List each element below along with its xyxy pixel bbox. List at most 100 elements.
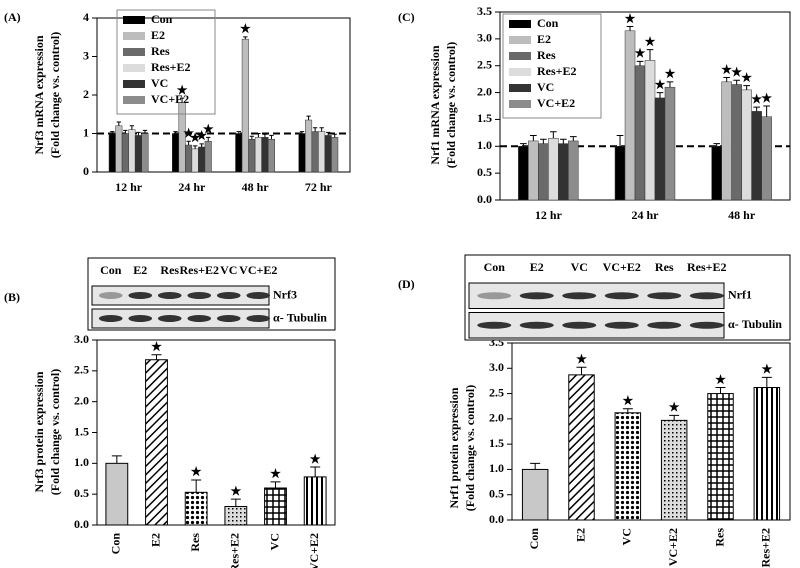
plot-frame bbox=[511, 342, 791, 521]
y-tick-label: 1 bbox=[83, 125, 89, 139]
significance-label: ★ bbox=[761, 91, 772, 105]
legend-swatch bbox=[123, 48, 145, 56]
error-bar bbox=[299, 131, 305, 134]
legend-swatch bbox=[123, 32, 145, 40]
error-bar bbox=[520, 143, 527, 147]
significance-label: ★ bbox=[715, 372, 726, 386]
lane-label: Res+E2 bbox=[687, 260, 727, 274]
significance-label: ★ bbox=[576, 352, 587, 366]
lane-label: Res bbox=[655, 260, 674, 274]
plot-frame bbox=[96, 339, 336, 526]
error-bar bbox=[319, 127, 324, 132]
legend-label: VC+E2 bbox=[537, 96, 575, 110]
error-bar bbox=[123, 129, 128, 134]
error-bar bbox=[236, 131, 241, 134]
x-tick-label: 12 hr bbox=[115, 180, 143, 194]
error-bar bbox=[646, 49, 654, 61]
bar bbox=[558, 143, 569, 201]
error-bar bbox=[743, 85, 750, 90]
error-bar bbox=[733, 79, 741, 85]
significance-label: ★ bbox=[191, 465, 202, 479]
error-bar bbox=[713, 143, 721, 147]
error-bar bbox=[616, 135, 624, 147]
error-bar bbox=[669, 414, 680, 421]
legend-swatch bbox=[123, 96, 145, 104]
error-bar bbox=[243, 36, 248, 40]
blot-band bbox=[647, 292, 682, 300]
error-bar bbox=[111, 455, 122, 464]
panel-label: (A) bbox=[4, 10, 21, 24]
y-tick-label: 2.0 bbox=[477, 84, 492, 98]
y-axis-label: (Fold change vs. control) bbox=[48, 369, 62, 495]
band-label: α- Tubulin bbox=[273, 310, 327, 324]
blot-band bbox=[246, 315, 271, 322]
error-bar bbox=[173, 131, 178, 134]
bar bbox=[707, 393, 734, 521]
bar bbox=[660, 419, 688, 521]
y-tick-label: 0.5 bbox=[74, 486, 89, 500]
bar bbox=[145, 359, 168, 526]
x-tick-label: Con bbox=[109, 533, 123, 555]
bar bbox=[568, 374, 595, 521]
blot-band bbox=[128, 292, 153, 299]
legend-swatch bbox=[509, 52, 531, 60]
bar bbox=[318, 131, 326, 173]
legend-swatch bbox=[509, 100, 531, 108]
y-tick-label: 2.0 bbox=[74, 393, 89, 407]
blot-band bbox=[157, 292, 182, 299]
bar bbox=[105, 462, 129, 526]
significance-label: ★ bbox=[741, 70, 752, 84]
error-bar bbox=[540, 138, 547, 144]
error-bar bbox=[312, 127, 318, 132]
blot-band bbox=[128, 315, 153, 322]
error-bar bbox=[129, 125, 135, 130]
error-bar bbox=[142, 129, 148, 134]
bar bbox=[128, 129, 136, 173]
significance-label: ★ bbox=[751, 92, 762, 106]
error-bar bbox=[192, 145, 198, 149]
legend-swatch bbox=[509, 68, 531, 76]
legend-label: E2 bbox=[537, 32, 551, 46]
bar bbox=[198, 146, 206, 173]
bar bbox=[538, 143, 549, 201]
lane-label: E2 bbox=[133, 263, 147, 277]
significance-label: ★ bbox=[183, 126, 194, 140]
y-tick-label: 0.0 bbox=[74, 517, 89, 531]
lane-label: VC+E2 bbox=[603, 260, 641, 274]
bar bbox=[664, 86, 676, 201]
bar bbox=[303, 476, 327, 526]
error-bar bbox=[199, 143, 204, 147]
bar bbox=[264, 487, 287, 526]
significance-label: ★ bbox=[230, 484, 241, 498]
panel-label: (D) bbox=[398, 277, 415, 291]
error-bar bbox=[191, 479, 202, 493]
lane-label: VC bbox=[220, 263, 237, 277]
bar bbox=[324, 135, 332, 173]
error-bar bbox=[753, 106, 760, 112]
x-tick-label: VC+E2 bbox=[666, 528, 680, 566]
bar bbox=[311, 131, 319, 173]
error-bar bbox=[332, 133, 337, 138]
x-tick-label: VC+E2 bbox=[307, 533, 321, 568]
significance-label: ★ bbox=[669, 400, 680, 414]
error-bar bbox=[310, 466, 321, 477]
y-tick-label: 1.0 bbox=[489, 461, 504, 475]
y-tick-label: 0.5 bbox=[489, 486, 504, 500]
lane-label: VC+E2 bbox=[239, 263, 277, 277]
error-bar bbox=[116, 121, 121, 126]
bar bbox=[115, 125, 123, 173]
error-bar bbox=[656, 92, 664, 98]
error-bar bbox=[206, 136, 211, 142]
bar bbox=[521, 468, 549, 521]
y-axis-label: Nrf3 protein expression bbox=[32, 371, 46, 492]
legend-swatch bbox=[509, 20, 531, 28]
y-tick-label: 1.5 bbox=[477, 111, 492, 125]
bar bbox=[108, 133, 116, 173]
lane-label: Res+E2 bbox=[179, 263, 219, 277]
error-bar bbox=[715, 387, 726, 394]
blot-band bbox=[216, 315, 241, 322]
error-bar bbox=[249, 135, 255, 140]
legend-label: Con bbox=[151, 12, 173, 26]
y-tick-label: 3.0 bbox=[74, 332, 89, 346]
bar bbox=[761, 116, 772, 201]
